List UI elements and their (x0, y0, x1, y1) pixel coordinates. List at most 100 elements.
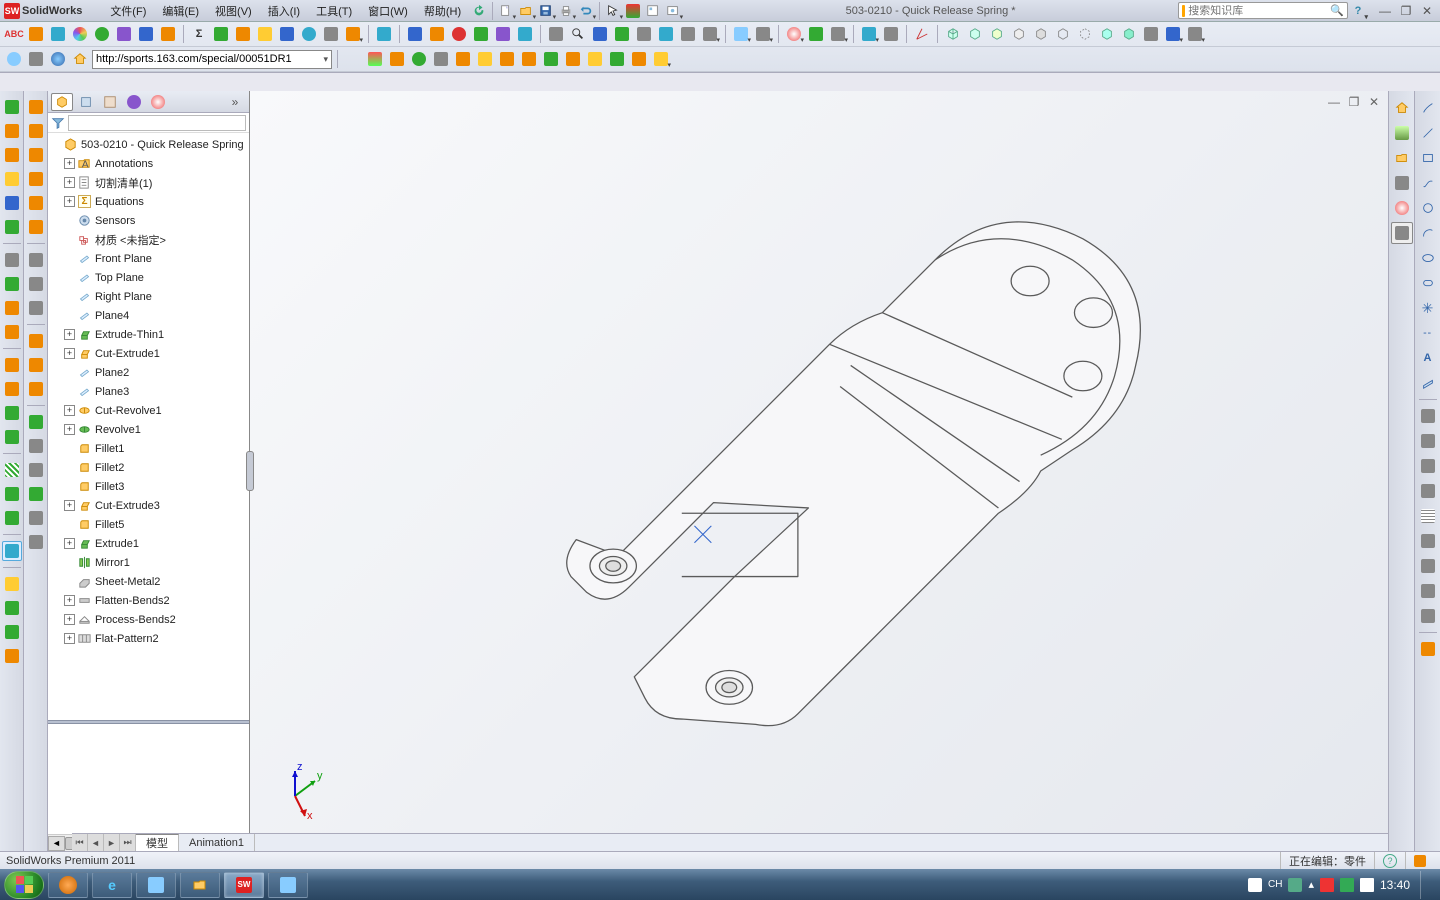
lr2-6[interactable] (26, 217, 46, 237)
tree-item-20[interactable]: +Extrude1 (48, 534, 249, 553)
tree-expand-icon[interactable]: + (64, 348, 75, 359)
tree-item-6[interactable]: Top Plane (48, 268, 249, 287)
tree-item-2[interactable]: +ΣEquations (48, 192, 249, 211)
iso-view-2[interactable] (965, 24, 985, 44)
search-icon[interactable]: 🔍 (1330, 4, 1344, 18)
sketch-line2-icon[interactable] (1417, 122, 1439, 144)
tree-expand-icon[interactable]: + (64, 500, 75, 511)
tb1-21[interactable] (471, 24, 491, 44)
tree-item-12[interactable]: Plane3 (48, 382, 249, 401)
sketch-centerline-icon[interactable] (1417, 322, 1439, 344)
tree-body[interactable]: 503-0210 - Quick Release Spring +AAnnota… (48, 133, 249, 720)
lr2-10[interactable] (26, 331, 46, 351)
tree-item-0[interactable]: +AAnnotations (48, 154, 249, 173)
rr2-17[interactable] (1417, 505, 1439, 527)
sketch-arc-icon[interactable] (1417, 222, 1439, 244)
tb1-38[interactable] (881, 24, 901, 44)
iso-view-4[interactable] (1009, 24, 1029, 44)
tb1-32[interactable]: ▾ (731, 24, 751, 44)
lr1-19[interactable] (2, 574, 22, 594)
tb1-7[interactable] (136, 24, 156, 44)
hscroll-left[interactable]: ◄ (48, 836, 65, 851)
lr1-6[interactable] (2, 217, 22, 237)
lr2-17[interactable] (26, 508, 46, 528)
tray-up-icon[interactable]: ▴ (1308, 878, 1314, 891)
lr2-12[interactable] (26, 379, 46, 399)
tray-flag-icon[interactable] (1320, 878, 1334, 892)
tb1-28[interactable] (634, 24, 654, 44)
tb2-6[interactable] (475, 49, 495, 69)
rr2-16[interactable] (1417, 480, 1439, 502)
lr2-2[interactable] (26, 121, 46, 141)
tree-expand-icon[interactable]: + (64, 614, 75, 625)
url-bar[interactable]: ▾ (92, 50, 332, 69)
tb2-4[interactable] (431, 49, 451, 69)
lr1-4[interactable] (2, 169, 22, 189)
sketch-slot-icon[interactable] (1417, 272, 1439, 294)
origin-icon[interactable] (912, 24, 932, 44)
sketch-plane-icon[interactable] (1417, 372, 1439, 394)
nav-home-icon[interactable] (70, 49, 90, 69)
menu-window[interactable]: 窗口(W) (360, 1, 416, 21)
tb1-23[interactable] (515, 24, 535, 44)
tb1-18[interactable] (405, 24, 425, 44)
appearance-icon[interactable]: ▾ (784, 24, 804, 44)
tree-item-1[interactable]: +切割清单(1) (48, 173, 249, 192)
lr2-1[interactable] (26, 97, 46, 117)
tree-item-14[interactable]: +Revolve1 (48, 420, 249, 439)
viewport-3d[interactable]: — ❐ ✕ (250, 91, 1388, 851)
tree-filter-input[interactable] (68, 115, 246, 131)
tree-item-5[interactable]: Front Plane (48, 249, 249, 268)
select-button[interactable]: ▾ (603, 1, 623, 21)
iso-view-1[interactable] (943, 24, 963, 44)
lr1-8[interactable] (2, 274, 22, 294)
lr1-3[interactable] (2, 145, 22, 165)
lr2-16[interactable] (26, 484, 46, 504)
sketch-ellipse-icon[interactable] (1417, 247, 1439, 269)
tb1-5[interactable] (92, 24, 112, 44)
tb1-27[interactable] (612, 24, 632, 44)
tree-item-3[interactable]: Sensors (48, 211, 249, 230)
status-help-icon[interactable]: ? (1383, 854, 1397, 868)
status-extra-icon[interactable] (1405, 852, 1434, 869)
tb2-5[interactable] (453, 49, 473, 69)
url-input[interactable] (96, 53, 323, 65)
lr2-15[interactable] (26, 460, 46, 480)
lr1-9[interactable] (2, 298, 22, 318)
tb2-2[interactable] (387, 49, 407, 69)
task-explorer[interactable] (180, 872, 220, 898)
tree-tab-feature[interactable] (51, 93, 73, 111)
menu-help[interactable]: 帮助(H) (416, 1, 469, 21)
tb2-12[interactable] (607, 49, 627, 69)
tray-net-icon[interactable] (1340, 878, 1354, 892)
lr2-5[interactable] (26, 193, 46, 213)
sketch-circle-icon[interactable] (1417, 197, 1439, 219)
lr1-7[interactable] (2, 250, 22, 270)
minimize-button[interactable]: — (1376, 4, 1394, 18)
filter-icon[interactable] (51, 116, 65, 130)
lr2-9[interactable] (26, 298, 46, 318)
tree-expand-icon[interactable]: + (64, 424, 75, 435)
tb2-8[interactable] (519, 49, 539, 69)
tb1-29[interactable] (656, 24, 676, 44)
tree-expand-icon[interactable]: + (64, 329, 75, 340)
vtab-model[interactable]: 模型 (136, 834, 179, 851)
lr1-22[interactable] (2, 646, 22, 666)
lr1-15[interactable] (2, 460, 22, 480)
tree-item-15[interactable]: Fillet1 (48, 439, 249, 458)
tb1-31[interactable]: ▾ (700, 24, 720, 44)
tb1-10[interactable] (211, 24, 231, 44)
rr2-22[interactable] (1417, 638, 1439, 660)
tb2-1[interactable] (365, 49, 385, 69)
lr2-13[interactable] (26, 412, 46, 432)
tree-item-21[interactable]: Mirror1 (48, 553, 249, 572)
rebuild-button[interactable] (623, 1, 643, 21)
sketch-point-icon[interactable]: ✳ (1417, 297, 1439, 319)
sketch-line-icon[interactable] (1417, 97, 1439, 119)
tb1-13[interactable] (277, 24, 297, 44)
tree-expand-icon[interactable]: + (64, 158, 75, 169)
tb1-14[interactable] (299, 24, 319, 44)
tb1-8[interactable] (158, 24, 178, 44)
rr-home-icon[interactable] (1391, 97, 1413, 119)
menu-edit[interactable]: 编辑(E) (154, 1, 207, 21)
